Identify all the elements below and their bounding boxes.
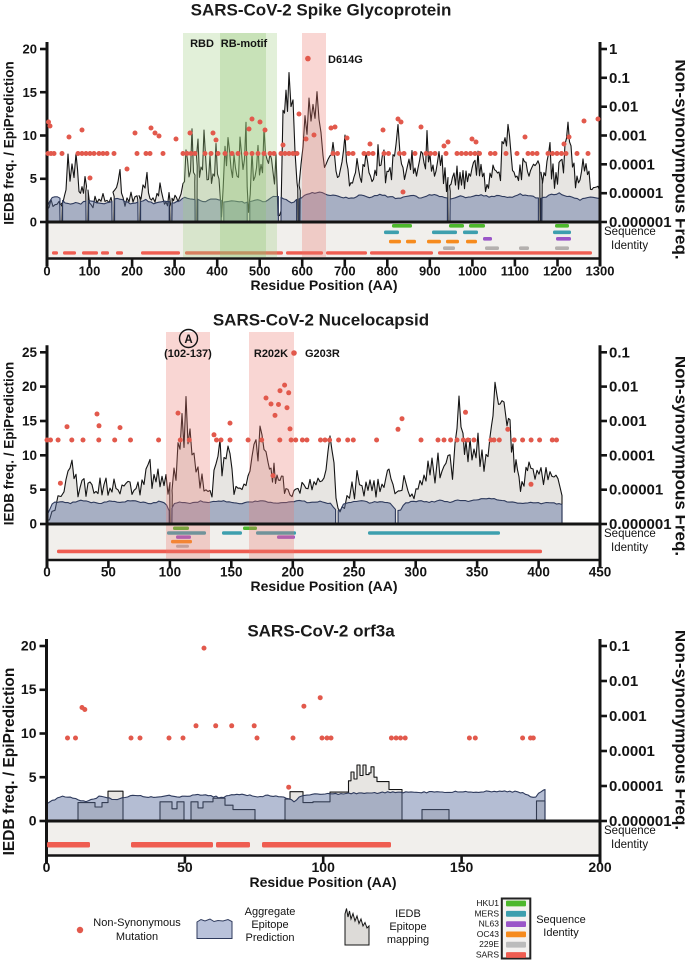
svg-text:IEDB: IEDB (395, 908, 421, 920)
svg-text:0.1: 0.1 (609, 70, 630, 87)
svg-text:15: 15 (22, 414, 38, 429)
svg-text:Non-Synonymous: Non-Synonymous (93, 917, 181, 929)
svg-text:RBD: RBD (190, 38, 214, 50)
svg-text:10: 10 (23, 128, 37, 143)
svg-text:1100: 1100 (501, 264, 529, 279)
svg-text:Aggregate: Aggregate (245, 906, 296, 918)
svg-text:0.0001: 0.0001 (609, 743, 655, 760)
svg-text:0: 0 (29, 517, 37, 532)
svg-text:Epitope: Epitope (251, 919, 288, 931)
svg-text:100: 100 (312, 859, 336, 875)
svg-text:SARS: SARS (476, 950, 499, 960)
svg-text:R202K: R202K (254, 348, 288, 360)
svg-text:SARS-CoV-2 Nucelocapsid: SARS-CoV-2 Nucelocapsid (213, 311, 429, 330)
svg-text:Sequence: Sequence (604, 528, 656, 540)
svg-text:0.001: 0.001 (609, 128, 647, 145)
svg-text:Non-synonympous Freq.: Non-synonympous Freq. (672, 59, 685, 259)
svg-text:Non-synonympous Freq.: Non-synonympous Freq. (672, 630, 685, 830)
svg-text:0.0001: 0.0001 (609, 156, 655, 173)
svg-text:Sequence: Sequence (604, 226, 656, 238)
svg-text:229E: 229E (479, 939, 499, 949)
svg-text:100: 100 (159, 565, 182, 580)
svg-text:25: 25 (22, 345, 38, 360)
svg-text:Sequence: Sequence (604, 825, 656, 837)
svg-text:50: 50 (101, 565, 116, 580)
svg-text:0.01: 0.01 (609, 379, 638, 396)
svg-text:150: 150 (450, 859, 474, 875)
svg-text:300: 300 (404, 565, 427, 580)
svg-text:OC43: OC43 (477, 929, 499, 939)
svg-text:1: 1 (609, 41, 617, 58)
svg-text:1300: 1300 (586, 264, 615, 279)
svg-text:1000: 1000 (458, 264, 487, 279)
svg-text:0: 0 (43, 565, 51, 580)
svg-text:0.00001: 0.00001 (609, 778, 663, 795)
svg-text:IEDB freq. / EpiPrediction: IEDB freq. / EpiPrediction (2, 61, 17, 225)
svg-text:SARS-CoV-2 orf3a: SARS-CoV-2 orf3a (247, 622, 395, 641)
svg-text:10: 10 (21, 725, 37, 741)
svg-text:IEDB freq. / EpiPrediction: IEDB freq. / EpiPrediction (1, 668, 18, 856)
svg-text:400: 400 (527, 565, 550, 580)
svg-text:5: 5 (29, 769, 37, 785)
svg-text:0: 0 (43, 859, 51, 875)
svg-text:G203R: G203R (305, 348, 340, 360)
svg-text:15: 15 (21, 681, 37, 697)
svg-text:0.001: 0.001 (609, 708, 647, 725)
svg-text:15: 15 (23, 85, 37, 100)
svg-text:200: 200 (588, 859, 612, 875)
svg-text:10: 10 (22, 448, 37, 463)
svg-text:450: 450 (589, 565, 612, 580)
svg-text:MERS: MERS (474, 908, 499, 918)
svg-text:Mutation: Mutation (116, 931, 158, 943)
svg-text:SARS-CoV-2 Spike Glycoprotein: SARS-CoV-2 Spike Glycoprotein (191, 1, 452, 20)
svg-text:Residue Position (AA): Residue Position (AA) (250, 277, 397, 293)
svg-text:300: 300 (164, 264, 186, 279)
svg-text:0.1: 0.1 (609, 638, 630, 655)
svg-text:400: 400 (206, 264, 228, 279)
svg-text:Epitope: Epitope (389, 921, 426, 933)
svg-text:0.01: 0.01 (609, 99, 638, 116)
svg-text:Identity: Identity (543, 927, 579, 939)
svg-text:150: 150 (220, 565, 243, 580)
svg-text:Residue Position (AA): Residue Position (AA) (250, 578, 397, 594)
svg-text:A: A (184, 334, 192, 346)
svg-text:1200: 1200 (543, 264, 572, 279)
svg-text:100: 100 (79, 264, 101, 279)
svg-text:Identity: Identity (611, 839, 648, 851)
svg-text:0: 0 (30, 215, 37, 230)
svg-text:HKU1: HKU1 (476, 898, 499, 908)
svg-text:200: 200 (121, 264, 143, 279)
svg-text:Identity: Identity (611, 542, 648, 554)
svg-text:0: 0 (43, 264, 50, 279)
svg-text:0.1: 0.1 (609, 344, 630, 361)
svg-text:RB-motif: RB-motif (221, 38, 268, 50)
svg-text:0: 0 (29, 813, 37, 829)
svg-text:0.01: 0.01 (609, 673, 638, 690)
svg-text:50: 50 (177, 859, 193, 875)
svg-text:20: 20 (22, 379, 37, 394)
svg-text:5: 5 (30, 171, 37, 186)
svg-text:(102-137): (102-137) (164, 348, 212, 360)
svg-text:Sequence: Sequence (536, 914, 586, 926)
svg-text:Non-synonympous Freq.: Non-synonympous Freq. (672, 356, 685, 556)
svg-text:mapping: mapping (387, 934, 429, 946)
svg-text:350: 350 (466, 565, 489, 580)
svg-text:20: 20 (21, 638, 37, 654)
svg-text:0.001: 0.001 (609, 413, 647, 430)
svg-text:20: 20 (23, 42, 37, 57)
svg-text:5: 5 (29, 482, 37, 497)
svg-text:0.0001: 0.0001 (609, 447, 655, 464)
svg-text:D614G: D614G (328, 54, 363, 66)
svg-text:Prediction: Prediction (246, 932, 295, 944)
svg-text:Identity: Identity (611, 240, 648, 252)
svg-text:900: 900 (419, 264, 441, 279)
svg-text:NL63: NL63 (479, 919, 500, 929)
svg-text:0.00001: 0.00001 (609, 185, 663, 202)
svg-text:IEDB freq. / EpiPrediction: IEDB freq. / EpiPrediction (2, 362, 17, 526)
svg-text:Residue Position (AA): Residue Position (AA) (249, 874, 396, 890)
svg-text:0.00001: 0.00001 (609, 482, 663, 499)
